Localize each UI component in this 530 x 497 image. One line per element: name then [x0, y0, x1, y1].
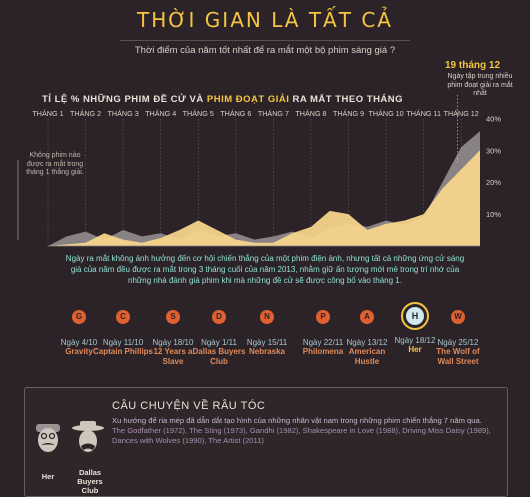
- film-item: P Ngày 22/11 Philomena: [293, 310, 353, 357]
- film-item: W Ngày 25/12 The Wolf of Wall Street: [428, 310, 488, 366]
- film-title: 12 Years a Slave: [153, 347, 193, 366]
- story-lead: Xu hướng để ria mép đã dẫn dắt tạo hình …: [112, 416, 482, 425]
- callout-date: 19 tháng 12: [445, 60, 501, 71]
- film-letter-badge: N: [260, 310, 274, 324]
- dallas-face-icon: [72, 421, 104, 452]
- winner-area: [48, 150, 480, 246]
- month-tick-label: THÁNG 5: [183, 109, 214, 118]
- film-item: A Ngày 13/12 American Hustle: [337, 310, 397, 366]
- mustache-portraits: [36, 421, 104, 452]
- film-letter: H: [406, 307, 424, 325]
- film-item: S Ngày 18/10 12 Years a Slave: [143, 310, 203, 366]
- y-tick-label: 20%: [486, 178, 501, 187]
- film-letter-badge: A: [360, 310, 374, 324]
- callout-text: Ngày tập trung nhiều phim đoạt giải ra m…: [447, 73, 513, 97]
- face-label-dallas: Dallas Buyers Club: [77, 468, 103, 495]
- story-film-list: The Godfather (1972), The Sting (1973), …: [112, 426, 491, 445]
- film-letter-badge: W: [451, 310, 465, 324]
- film-item: G Ngày 4/10 Gravity: [49, 310, 109, 357]
- film-title: Gravity: [65, 347, 93, 356]
- month-tick-label: THÁNG 9: [333, 109, 364, 118]
- film-item: N Ngày 15/11 Nebraska: [237, 310, 297, 357]
- page-title: THỜI GIAN LÀ TẤT CẢ: [137, 8, 393, 32]
- film-release-date: Ngày 18/10: [152, 338, 194, 347]
- film-release-date: Ngày 1/11: [201, 338, 237, 347]
- film-release-date: Ngày 11/10: [102, 338, 144, 347]
- area-chart: THÁNG 1 THÁNG 2 THÁNG 3 THÁNG 4 THÁNG 5 THÁNG…: [17, 95, 501, 247]
- film-title: Nebraska: [248, 347, 286, 356]
- month-tick-label: THÁNG 4: [145, 109, 176, 118]
- film-release-date: Ngày 18/12: [394, 336, 436, 345]
- month-tick-label: THÁNG 12: [444, 109, 479, 118]
- film-release-date: Ngày 4/10: [60, 338, 98, 347]
- month-tick-label: THÁNG 6: [220, 109, 251, 118]
- title-divider: [120, 40, 410, 41]
- film-title: Captain Phillips: [93, 347, 154, 356]
- film-title: American Hustle: [348, 347, 386, 366]
- page-subtitle: Thời điểm của năm tốt nhất để ra mắt một…: [134, 45, 396, 56]
- film-badge-highlight: H: [401, 302, 429, 330]
- story-body: Xu hướng để ria mép đã dẫn dắt tạo hình …: [112, 416, 497, 446]
- film-letter-badge: G: [72, 310, 86, 324]
- y-tick-label: 40%: [486, 114, 501, 123]
- chart-heading: TỈ LỆ % NHỮNG PHIM ĐỀ CỬ VÀ PHIM ĐOẠT GI…: [42, 94, 403, 105]
- month-tick-label: THÁNG 1: [32, 109, 63, 118]
- film-title: Dallas Buyers Club: [192, 347, 246, 366]
- her-face-icon: [36, 424, 60, 452]
- film-letter-badge: P: [316, 310, 330, 324]
- film-release-date: Ngày 15/11: [246, 338, 288, 347]
- film-title: The Wolf of Wall Street: [436, 347, 480, 366]
- chart-heading-highlight: PHIM ĐOẠT GIẢI: [206, 94, 290, 105]
- film-release-date: Ngày 13/12: [346, 338, 388, 347]
- chart-heading-part1: TỈ LỆ % NHỮNG PHIM ĐỀ CỬ VÀ: [42, 94, 207, 105]
- month-tick-label: THÁNG 2: [70, 109, 101, 118]
- film-release-date: Ngày 22/11: [302, 338, 344, 347]
- chart-heading-part3: RA MẮT THEO THÁNG: [289, 94, 404, 105]
- film-letter-badge: S: [166, 310, 180, 324]
- film-item: C Ngày 11/10 Captain Phillips: [93, 310, 153, 357]
- film-title: Her: [408, 345, 422, 354]
- story-title: CÂU CHUYỆN VỀ RÂU TÓC: [112, 400, 266, 412]
- film-title: Philomena: [302, 347, 344, 356]
- y-tick-label: 10%: [486, 210, 501, 219]
- month-tick-label: THÁNG 11: [406, 109, 441, 118]
- film-letter-badge: D: [212, 310, 226, 324]
- month-tick-label: THÁNG 8: [295, 109, 326, 118]
- film-item: H Ngày 18/12 Her: [385, 302, 445, 355]
- chart-note: Không phim nào được ra mắt trong tháng 1…: [26, 152, 84, 176]
- month-tick-label: THÁNG 3: [108, 109, 139, 118]
- story-box: [24, 387, 508, 497]
- y-tick-label: 30%: [486, 146, 501, 155]
- winning-films-row: G Ngày 4/10 Gravity C Ngày 11/10 Captain Phil…: [0, 302, 530, 370]
- film-letter-badge: C: [116, 310, 130, 324]
- film-item: D Ngày 1/11 Dallas Buyers Club: [189, 310, 249, 366]
- month-tick-label: THÁNG 7: [258, 109, 289, 118]
- face-label-her: Her: [41, 472, 55, 481]
- film-release-date: Ngày 25/12: [437, 338, 479, 347]
- chart-description: Ngày ra mắt không ảnh hưởng đến cơ hội c…: [65, 254, 465, 285]
- month-tick-label: THÁNG 10: [369, 109, 404, 118]
